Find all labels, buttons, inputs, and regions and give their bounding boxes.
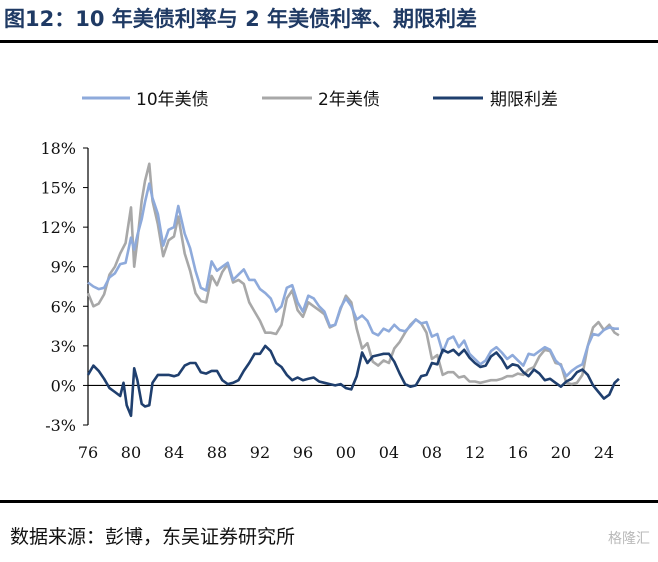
x-tick-label: 96 [293, 443, 313, 462]
legend-item-2y: 2年美债 [262, 90, 380, 110]
y-ticks: 18% 15% 12% 9% 6% 3% 0% -3% [40, 139, 88, 435]
x-tick-label: 88 [207, 443, 227, 462]
series-line-10y [87, 182, 619, 378]
line-chart: 10年美债 2年美债 期限利差 18% 15% 12% 9% 6% 3% 0% … [40, 90, 620, 462]
x-tick-label: 08 [422, 443, 442, 462]
x-tick-label: 16 [508, 443, 528, 462]
legend-label-spread: 期限利差 [490, 90, 558, 110]
x-tick-label: 00 [336, 443, 356, 462]
series-line-spread [86, 344, 620, 418]
x-ticks: 76 80 84 88 92 96 00 04 08 12 16 20 24 [78, 443, 614, 462]
x-tick-label: 92 [250, 443, 270, 462]
x-tick-label: 80 [121, 443, 141, 462]
y-tick-label: 12% [40, 218, 76, 237]
x-tick-label: 12 [465, 443, 485, 462]
source-note: 数据来源：彭博，东吴证券研究所 [10, 526, 296, 548]
legend-item-spread: 期限利差 [433, 90, 558, 110]
y-tick-label: 3% [51, 337, 76, 356]
x-tick-label: 20 [551, 443, 571, 462]
y-tick-label: 15% [40, 179, 76, 198]
x-tick-label: 04 [379, 443, 399, 462]
bottom-rule [0, 500, 658, 503]
legend-label-10y: 10年美债 [136, 90, 209, 110]
legend-item-10y: 10年美债 [82, 90, 209, 110]
x-tick-label: 84 [164, 443, 184, 462]
x-tick-label: 76 [78, 443, 98, 462]
y-tick-label: 0% [51, 376, 76, 395]
y-tick-label: 9% [51, 258, 76, 277]
top-rule [0, 40, 658, 43]
series-line-2y [86, 162, 620, 386]
y-tick-label: -3% [45, 416, 76, 435]
y-tick-label: 6% [51, 297, 76, 316]
figure-title: 图12：10 年美债利率与 2 年美债利率、期限利差 [4, 7, 477, 31]
x-tick-label: 24 [594, 443, 614, 462]
legend: 10年美债 2年美债 期限利差 [82, 90, 558, 110]
y-tick-label: 18% [40, 139, 76, 158]
legend-label-2y: 2年美债 [318, 90, 380, 110]
plot-area [86, 162, 620, 418]
watermark: 格隆汇 [608, 531, 650, 547]
